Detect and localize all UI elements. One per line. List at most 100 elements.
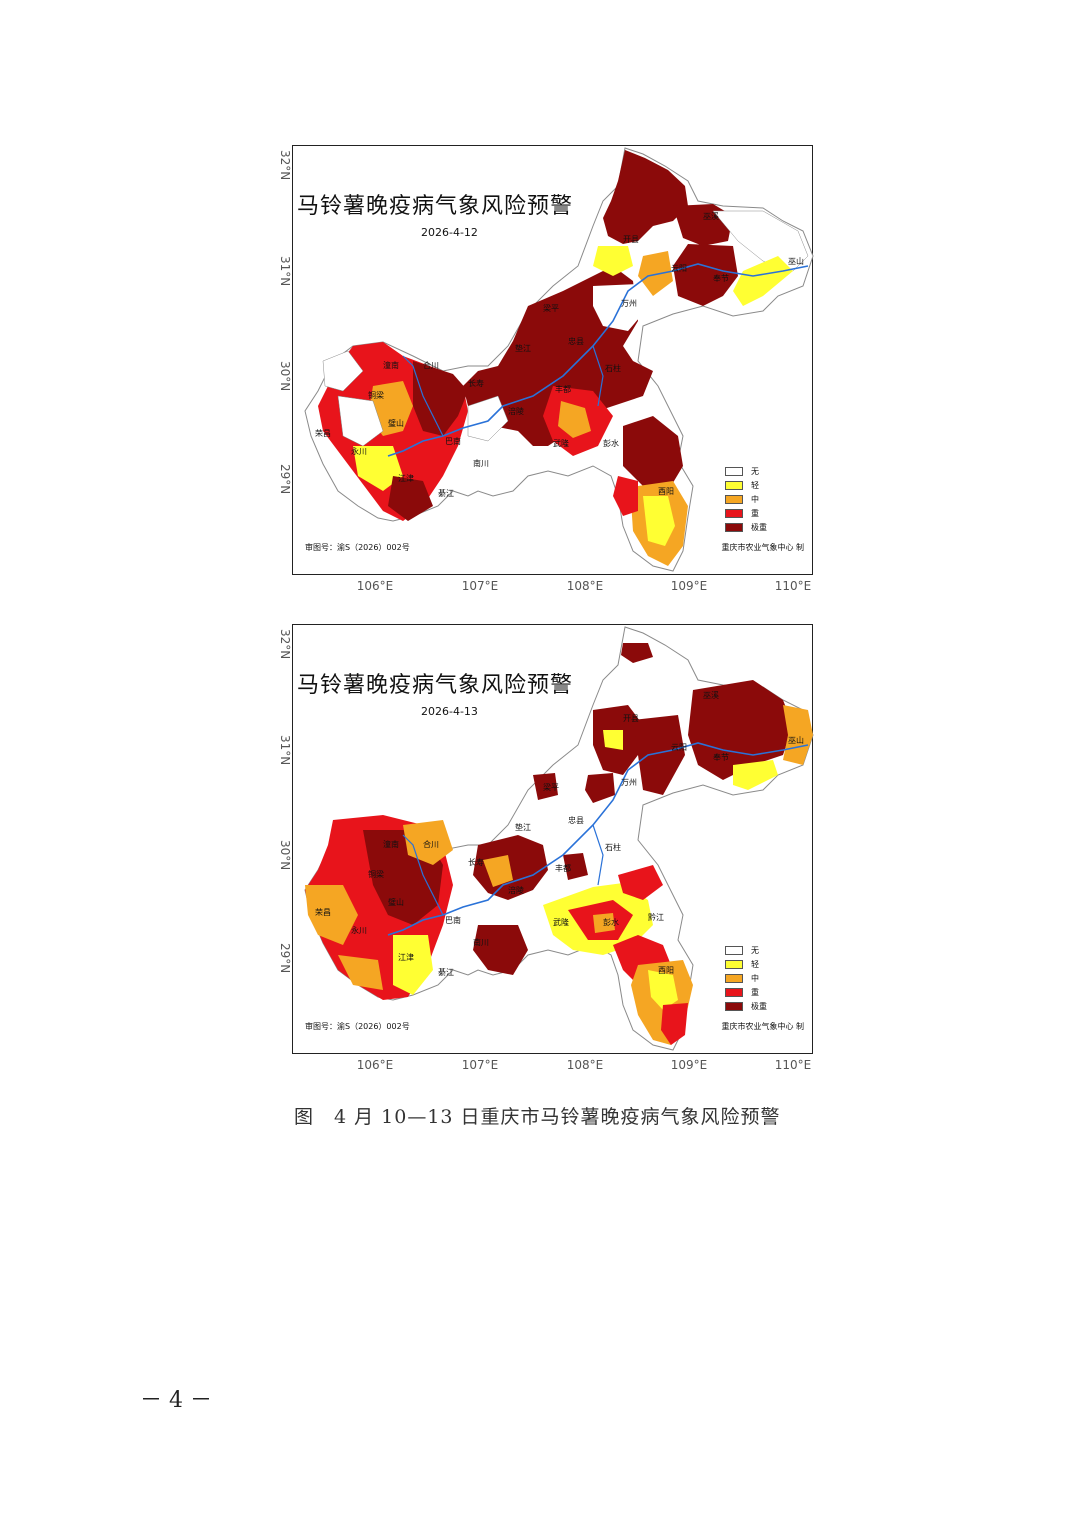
place-label: 奉节 xyxy=(713,273,729,283)
map-title: 马铃薯晚疫病气象风险预警 xyxy=(297,673,574,698)
place-label: 梁平 xyxy=(543,304,559,313)
place-label: 忠县 xyxy=(568,816,584,825)
place-label: 武隆 xyxy=(553,917,569,927)
place-label: 彭水 xyxy=(603,917,619,927)
legend-label: 轻 xyxy=(751,959,759,969)
place-label: 铜梁 xyxy=(368,869,384,879)
lat-tick-label: 32°N xyxy=(278,150,292,181)
place-label: 垫江 xyxy=(515,343,531,353)
lat-tick-label: 29°N xyxy=(278,943,292,974)
lon-tick-label: 109°E xyxy=(670,579,708,593)
place-label: 巴南 xyxy=(445,436,461,446)
place-label: 长寿 xyxy=(468,378,484,388)
place-label: 南川 xyxy=(473,458,489,468)
legend-swatch xyxy=(725,522,743,532)
legend-swatch xyxy=(725,466,743,476)
legend-label: 中 xyxy=(751,494,759,504)
place-label: 云阳 xyxy=(671,743,687,752)
place-label: 铜梁 xyxy=(368,390,384,400)
place-label: 开县 xyxy=(623,235,639,244)
legend-label: 重 xyxy=(751,987,759,997)
place-label: 长寿 xyxy=(468,857,484,867)
legend-swatch xyxy=(725,508,743,518)
map-maker: 重庆市农业气象中心 制 xyxy=(721,543,804,552)
place-label: 巫溪 xyxy=(703,690,719,700)
lon-tick-label: 107°E xyxy=(461,1058,499,1072)
place-label: 荣昌 xyxy=(315,428,331,438)
place-label: 酉阳 xyxy=(658,966,674,975)
place-label: 潼南 xyxy=(383,839,399,849)
map-date: 2026-4-12 xyxy=(421,226,478,239)
lat-tick-label: 31°N xyxy=(278,735,292,766)
legend-swatch xyxy=(725,494,743,504)
legend-label: 轻 xyxy=(751,480,759,490)
place-label: 武隆 xyxy=(553,438,569,448)
legend-label: 重 xyxy=(751,508,759,518)
place-label: 潼南 xyxy=(383,360,399,370)
place-label: 涪陵 xyxy=(508,885,524,895)
legend-item-extreme: 极重 xyxy=(725,520,767,534)
lat-tick-label: 30°N xyxy=(278,361,292,392)
place-label: 忠县 xyxy=(568,337,584,346)
figure-caption: 图 4 月 10—13 日重庆市马铃薯晚疫病气象风险预警 xyxy=(294,1106,781,1128)
lon-tick-label: 110°E xyxy=(774,1058,812,1072)
place-label: 彭水 xyxy=(603,438,619,448)
place-label: 巫溪 xyxy=(703,211,719,221)
place-label: 綦江 xyxy=(438,967,454,977)
place-label: 万州 xyxy=(621,299,637,308)
legend-label: 极重 xyxy=(751,522,767,532)
lat-tick-label: 30°N xyxy=(278,840,292,871)
lat-tick-label: 31°N xyxy=(278,256,292,287)
legend-swatch xyxy=(725,480,743,490)
place-label: 梁平 xyxy=(543,783,559,792)
place-label: 荣昌 xyxy=(315,907,331,917)
legend-item-moderate: 中 xyxy=(725,492,767,506)
lon-tick-label: 108°E xyxy=(566,1058,604,1072)
risk-legend: 无 轻 中 重 极重 xyxy=(725,943,767,1013)
place-label: 南川 xyxy=(473,937,489,947)
map-review-number: 审图号：渝S（2026）002号 xyxy=(305,543,410,552)
legend-item-extreme: 极重 xyxy=(725,999,767,1013)
place-labels-2: 巫溪 开县 巫山 奉节 云阳 万州 梁平 垫江 忠县 石柱 丰都 涪陵 长寿 潼… xyxy=(315,690,804,977)
place-label: 丰都 xyxy=(555,384,571,394)
place-label: 巫山 xyxy=(788,256,804,266)
legend-swatch xyxy=(725,945,743,955)
legend-label: 无 xyxy=(751,466,759,476)
place-label: 石柱 xyxy=(605,842,621,852)
place-label: 石柱 xyxy=(605,363,621,373)
legend-item-light: 轻 xyxy=(725,957,767,971)
map-maker: 重庆市农业气象中心 制 xyxy=(721,1022,804,1031)
page-number: － 4 － xyxy=(140,1388,212,1413)
legend-swatch xyxy=(725,1001,743,1011)
legend-item-light: 轻 xyxy=(725,478,767,492)
risk-map-2: 巫溪 开县 巫山 奉节 云阳 万州 梁平 垫江 忠县 石柱 丰都 涪陵 长寿 潼… xyxy=(304,626,814,1051)
map-date: 2026-4-13 xyxy=(421,705,478,718)
map-review-number: 审图号：渝S（2026）002号 xyxy=(305,1022,410,1031)
place-label: 丰都 xyxy=(555,863,571,873)
place-label: 巫山 xyxy=(788,735,804,745)
risk-map-panel-1: 巫溪 开县 巫山 奉节 云阳 万州 梁平 垫江 忠县 石柱 丰都 涪陵 长寿 潼… xyxy=(278,145,814,593)
lon-tick-label: 108°E xyxy=(566,579,604,593)
legend-item-severe: 重 xyxy=(725,985,767,999)
place-label: 合川 xyxy=(423,360,439,370)
place-label: 永川 xyxy=(351,925,367,935)
lat-tick-label: 32°N xyxy=(278,629,292,660)
place-label: 永川 xyxy=(351,446,367,456)
place-label: 璧山 xyxy=(388,418,404,428)
place-label: 璧山 xyxy=(388,897,404,907)
place-label: 万州 xyxy=(621,778,637,787)
lon-tick-label: 109°E xyxy=(670,1058,708,1072)
place-label: 奉节 xyxy=(713,752,729,762)
lon-tick-label: 110°E xyxy=(774,579,812,593)
place-label: 酉阳 xyxy=(658,487,674,496)
legend-label: 极重 xyxy=(751,1001,767,1011)
legend-swatch xyxy=(725,973,743,983)
place-label: 垫江 xyxy=(515,822,531,832)
place-label: 涪陵 xyxy=(508,406,524,416)
lon-tick-label: 107°E xyxy=(461,579,499,593)
lat-tick-label: 29°N xyxy=(278,464,292,495)
map-title: 马铃薯晚疫病气象风险预警 xyxy=(297,194,574,219)
place-label: 云阳 xyxy=(671,264,687,273)
lon-tick-label: 106°E xyxy=(356,579,394,593)
legend-swatch xyxy=(725,987,743,997)
